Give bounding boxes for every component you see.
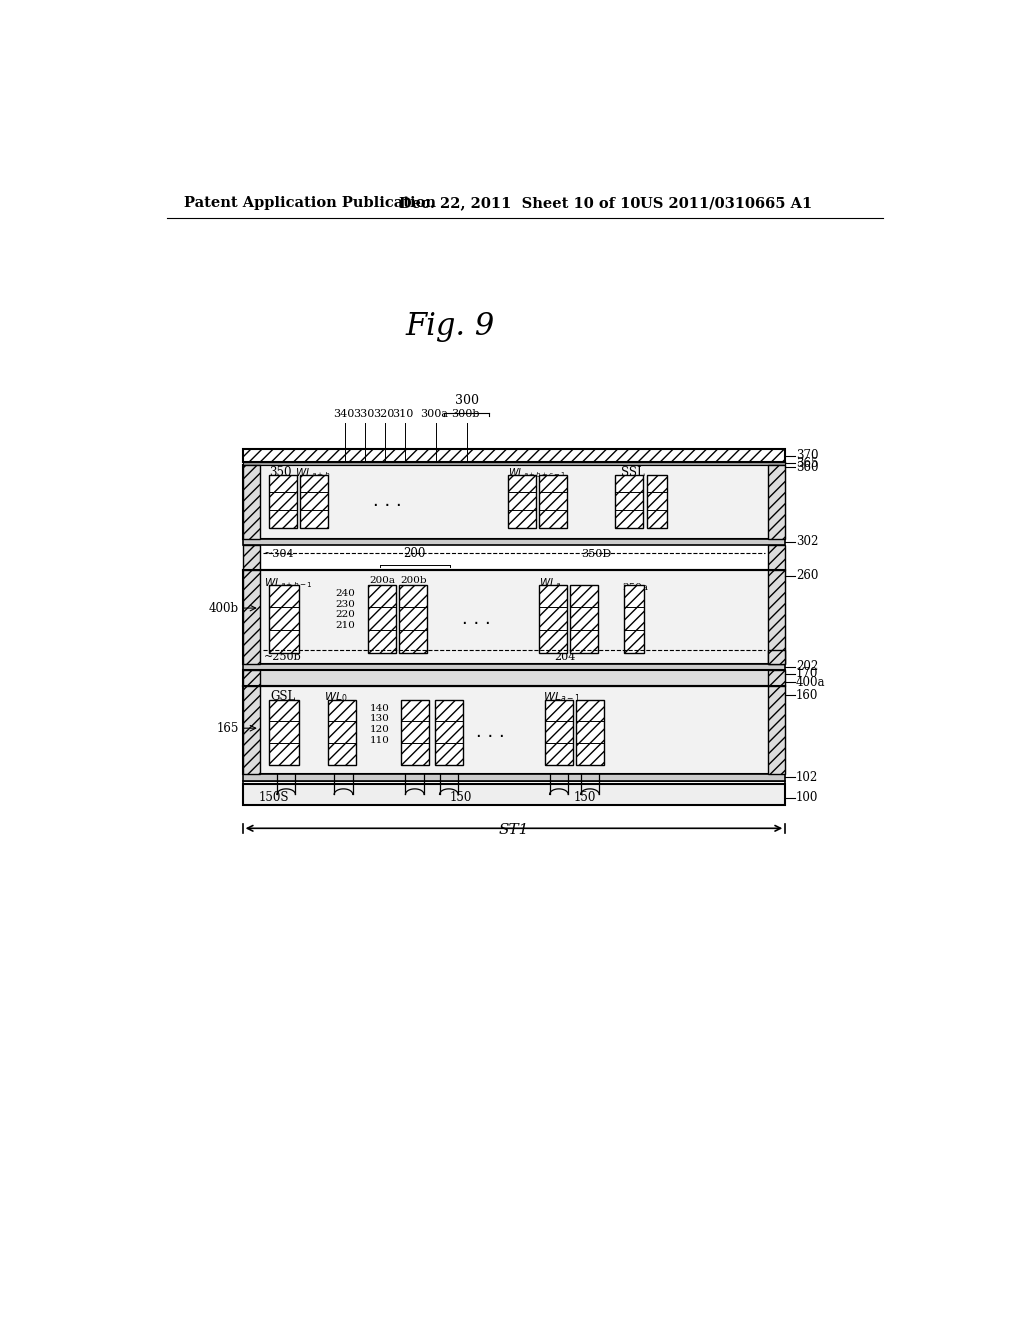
Text: 150: 150: [574, 791, 596, 804]
Text: Dec. 22, 2011  Sheet 10 of 10: Dec. 22, 2011 Sheet 10 of 10: [399, 197, 641, 210]
Polygon shape: [508, 475, 536, 528]
Polygon shape: [243, 775, 785, 780]
Text: $WL_0$: $WL_0$: [324, 690, 348, 705]
Polygon shape: [243, 780, 785, 784]
Polygon shape: [243, 465, 260, 539]
Text: 170: 170: [796, 667, 818, 680]
Polygon shape: [569, 585, 598, 653]
Polygon shape: [768, 545, 785, 570]
Text: 200: 200: [403, 548, 426, 561]
Polygon shape: [624, 585, 644, 653]
Text: 202: 202: [796, 660, 818, 673]
Text: 302: 302: [796, 536, 818, 548]
Text: 310: 310: [392, 409, 414, 418]
Text: 360: 360: [796, 461, 818, 474]
Text: GSL: GSL: [270, 690, 296, 704]
Polygon shape: [269, 700, 299, 766]
Text: 160: 160: [796, 689, 818, 702]
Polygon shape: [768, 570, 785, 664]
Text: 350: 350: [269, 466, 292, 479]
Text: $WL_{a+b+c-1}$: $WL_{a+b+c-1}$: [508, 466, 566, 480]
Text: 330: 330: [353, 409, 375, 418]
Text: 250a: 250a: [623, 583, 648, 593]
Text: 140: 140: [370, 704, 390, 713]
Text: $WL_{a+b}$: $WL_{a+b}$: [295, 466, 331, 480]
Text: 100: 100: [796, 791, 818, 804]
Polygon shape: [243, 686, 260, 775]
Text: 320: 320: [373, 409, 394, 418]
Text: 165: 165: [216, 722, 239, 735]
Text: . . .: . . .: [374, 492, 402, 510]
Text: 370: 370: [796, 449, 818, 462]
Text: SSL: SSL: [621, 466, 645, 479]
Polygon shape: [647, 475, 667, 528]
Text: . . .: . . .: [476, 723, 505, 741]
Text: 110: 110: [370, 737, 390, 744]
Text: 120: 120: [370, 725, 390, 734]
Polygon shape: [768, 649, 785, 664]
Text: US 2011/0310665 A1: US 2011/0310665 A1: [640, 197, 812, 210]
Polygon shape: [243, 462, 785, 465]
Polygon shape: [269, 475, 297, 528]
Text: 130: 130: [370, 714, 390, 723]
Polygon shape: [243, 449, 785, 462]
Polygon shape: [243, 545, 260, 570]
Text: 260: 260: [796, 569, 818, 582]
Polygon shape: [539, 585, 566, 653]
Polygon shape: [243, 669, 260, 686]
Polygon shape: [614, 475, 643, 528]
Text: 300b: 300b: [451, 409, 479, 418]
Text: 210: 210: [336, 622, 355, 630]
Polygon shape: [243, 570, 785, 664]
Polygon shape: [768, 669, 785, 686]
Text: 400b: 400b: [209, 602, 239, 615]
Polygon shape: [243, 465, 785, 539]
Polygon shape: [539, 475, 566, 528]
Text: 200b: 200b: [400, 576, 427, 585]
Polygon shape: [269, 585, 299, 653]
Text: $WL_a$: $WL_a$: [539, 576, 561, 590]
Polygon shape: [545, 700, 572, 766]
Text: Patent Application Publication: Patent Application Publication: [183, 197, 436, 210]
Text: 400a: 400a: [796, 676, 825, 689]
Text: 365: 365: [796, 457, 818, 470]
Polygon shape: [243, 686, 785, 775]
Polygon shape: [243, 570, 260, 664]
Polygon shape: [243, 539, 785, 545]
Text: 300a: 300a: [420, 409, 449, 418]
Polygon shape: [768, 465, 785, 539]
Polygon shape: [768, 686, 785, 775]
Text: 230: 230: [336, 599, 355, 609]
Polygon shape: [435, 700, 463, 766]
Text: Fig. 9: Fig. 9: [406, 310, 495, 342]
Text: 102: 102: [796, 771, 818, 784]
Polygon shape: [300, 475, 328, 528]
Polygon shape: [328, 700, 356, 766]
Text: 240: 240: [336, 589, 355, 598]
Polygon shape: [243, 669, 785, 686]
Text: 204: 204: [554, 652, 575, 663]
Text: ~304: ~304: [263, 549, 294, 560]
Text: . . .: . . .: [463, 610, 492, 628]
Text: $WL_{a-1}$: $WL_{a-1}$: [544, 690, 582, 705]
Polygon shape: [399, 585, 427, 653]
Text: $WL_{a+b-1}$: $WL_{a+b-1}$: [264, 576, 313, 590]
Polygon shape: [243, 664, 785, 669]
Polygon shape: [243, 784, 785, 805]
Text: ST1: ST1: [499, 822, 529, 837]
Text: 340: 340: [333, 409, 354, 418]
Polygon shape: [400, 700, 429, 766]
Polygon shape: [575, 700, 604, 766]
Text: 150S: 150S: [258, 791, 289, 804]
Text: 150: 150: [451, 791, 472, 804]
Text: 200a: 200a: [369, 576, 395, 585]
Text: 350D: 350D: [582, 549, 611, 560]
Polygon shape: [369, 585, 396, 653]
Text: ~250b: ~250b: [263, 652, 301, 663]
Text: 300: 300: [455, 395, 478, 407]
Text: 220: 220: [336, 610, 355, 619]
